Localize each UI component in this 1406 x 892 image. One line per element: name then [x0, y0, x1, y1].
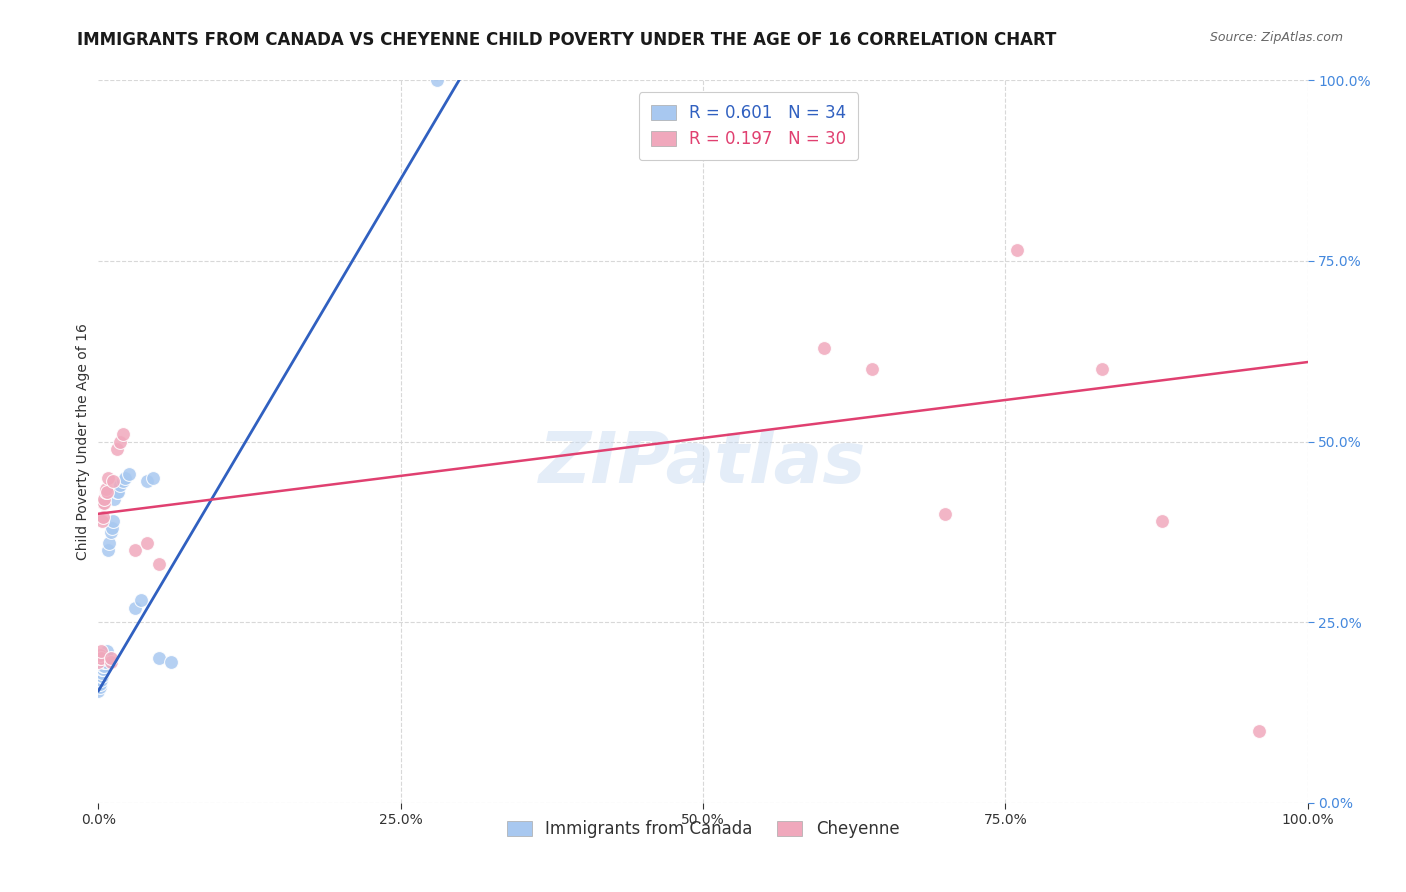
Point: [94, 482, 117, 496]
Point: [91, 662, 114, 676]
Point: [1152, 514, 1174, 528]
Point: [91, 658, 114, 673]
Point: [87, 655, 110, 669]
Point: [97, 542, 120, 557]
Point: [103, 492, 125, 507]
Point: [91, 514, 114, 528]
Point: [108, 434, 131, 449]
Point: [934, 507, 956, 521]
Point: [91, 665, 114, 680]
Text: IMMIGRANTS FROM CANADA VS CHEYENNE CHILD POVERTY UNDER THE AGE OF 16 CORRELATION: IMMIGRANTS FROM CANADA VS CHEYENNE CHILD…: [77, 31, 1057, 49]
Point: [426, 73, 449, 87]
Point: [90, 651, 112, 665]
Point: [1007, 243, 1029, 257]
Point: [124, 600, 146, 615]
Point: [89, 676, 111, 690]
Point: [142, 470, 165, 484]
Point: [860, 362, 883, 376]
Point: [90, 644, 112, 658]
Point: [124, 542, 146, 557]
Point: [89, 651, 111, 665]
Point: [105, 442, 128, 456]
Point: [93, 658, 115, 673]
Point: [91, 662, 114, 676]
Point: [1091, 362, 1114, 376]
Point: [97, 470, 120, 484]
Point: [96, 485, 118, 500]
Point: [100, 655, 122, 669]
Point: [100, 524, 122, 539]
Point: [96, 651, 118, 665]
Point: [148, 651, 170, 665]
Point: [135, 535, 157, 549]
Point: [87, 683, 110, 698]
Point: [129, 593, 152, 607]
Point: [101, 475, 124, 489]
Point: [100, 651, 122, 665]
Point: [94, 655, 117, 669]
Point: [93, 496, 115, 510]
Point: [118, 467, 141, 481]
Legend: Immigrants from Canada, Cheyenne: Immigrants from Canada, Cheyenne: [501, 814, 905, 845]
Point: [98, 535, 121, 549]
Point: [89, 680, 111, 694]
Point: [114, 470, 136, 484]
Point: [90, 669, 112, 683]
Point: [91, 510, 114, 524]
Point: [813, 341, 835, 355]
Point: [135, 475, 157, 489]
Text: ZIPatlas: ZIPatlas: [540, 429, 866, 498]
Point: [100, 521, 122, 535]
Point: [96, 644, 118, 658]
Point: [93, 492, 115, 507]
Y-axis label: Child Poverty Under the Age of 16: Child Poverty Under the Age of 16: [76, 323, 90, 560]
Point: [1249, 723, 1271, 738]
Point: [111, 427, 134, 442]
Point: [93, 655, 115, 669]
Point: [101, 514, 124, 528]
Point: [91, 496, 114, 510]
Point: [107, 485, 129, 500]
Point: [94, 485, 117, 500]
Point: [108, 478, 131, 492]
Point: [91, 669, 114, 683]
Point: [111, 475, 134, 489]
Point: [105, 485, 128, 500]
Point: [90, 673, 112, 687]
Text: Source: ZipAtlas.com: Source: ZipAtlas.com: [1209, 31, 1343, 45]
Point: [148, 558, 170, 572]
Point: [89, 648, 111, 662]
Point: [160, 655, 183, 669]
